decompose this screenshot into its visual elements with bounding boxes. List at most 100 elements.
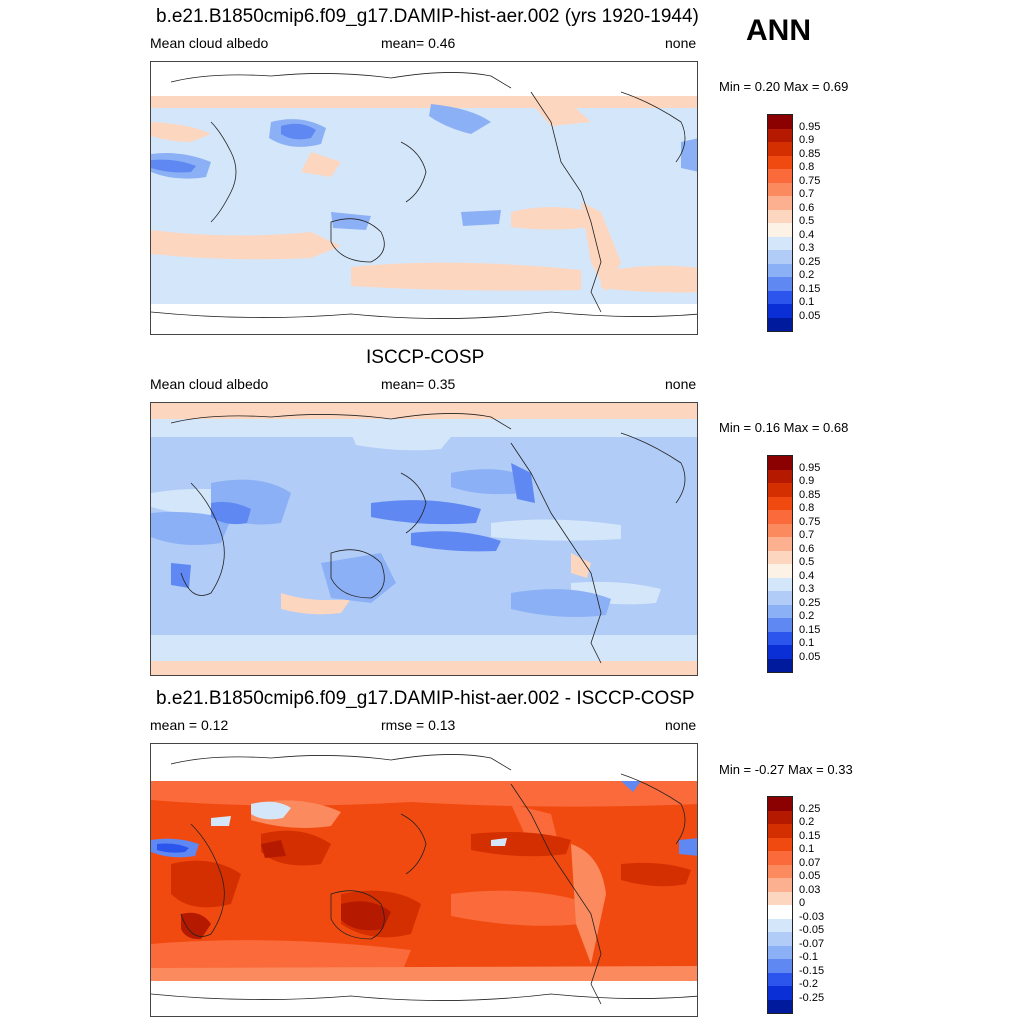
- colorbar-swatch: [768, 905, 792, 919]
- panel2-right-label: none: [665, 376, 697, 392]
- colorbar-label: 0.9: [799, 475, 815, 487]
- colorbar-label: 0.1: [799, 296, 815, 308]
- colorbar-swatch: [768, 645, 792, 659]
- colorbar-swatch: [768, 469, 792, 483]
- colorbar-swatch: [768, 577, 792, 591]
- colorbar-label: 0: [799, 897, 806, 909]
- colorbar-swatch: [768, 959, 792, 973]
- colorbar-swatch: [768, 510, 792, 524]
- panel1-mean-label: mean= 0.46: [381, 35, 456, 51]
- colorbar-label: 0.15: [799, 623, 821, 636]
- colorbar-label: 0.8: [799, 161, 815, 173]
- panel1-colorbar: [767, 114, 793, 332]
- panel1-left-label: Mean cloud albedo: [150, 35, 269, 51]
- colorbar-label: 0.3: [799, 242, 815, 254]
- colorbar-swatch: [768, 932, 792, 946]
- season-label: ANN: [746, 14, 811, 47]
- colorbar-swatch: [768, 223, 792, 237]
- panel1-right-label: none: [665, 35, 697, 51]
- colorbar-swatch: [768, 945, 792, 959]
- panel2-minmax: Min = 0.16 Max = 0.68: [719, 420, 849, 435]
- colorbar-label: -0.2: [799, 978, 818, 990]
- colorbar-swatch: [768, 864, 792, 878]
- colorbar-label: 0.4: [799, 569, 815, 582]
- colorbar-label: -0.05: [799, 924, 825, 936]
- panel1-map: [150, 61, 698, 335]
- colorbar-label: 0.5: [799, 556, 815, 568]
- panel2-mean-label: mean= 0.35: [381, 376, 456, 392]
- colorbar-swatch: [768, 317, 792, 331]
- colorbar-label: 0.25: [799, 802, 821, 815]
- panel3-right-label: none: [665, 717, 697, 733]
- panel3-rmse-label: rmse = 0.13: [381, 717, 456, 733]
- colorbar-swatch: [768, 837, 792, 851]
- colorbar-label: 0.85: [799, 488, 821, 501]
- colorbar-swatch: [768, 878, 792, 892]
- colorbar-label: 0.15: [799, 829, 821, 842]
- panel1-minmax: Min = 0.20 Max = 0.69: [719, 79, 849, 94]
- colorbar-label: 0.95: [799, 461, 821, 474]
- colorbar-swatch: [768, 550, 792, 564]
- colorbar-swatch: [768, 196, 792, 210]
- colorbar-label: 0.4: [799, 228, 815, 241]
- colorbar-swatch: [768, 918, 792, 932]
- colorbar-swatch: [768, 824, 792, 838]
- colorbar-swatch: [768, 250, 792, 264]
- colorbar-label: 0.75: [799, 515, 821, 528]
- colorbar-swatch: [768, 999, 792, 1013]
- colorbar-label: 0.05: [799, 650, 821, 663]
- colorbar-label: 0.2: [799, 816, 815, 828]
- colorbar-label: 0.05: [799, 309, 821, 322]
- colorbar-label: -0.15: [799, 964, 825, 977]
- colorbar-swatch: [768, 591, 792, 605]
- colorbar-label: 0.05: [799, 870, 821, 882]
- colorbar-swatch: [768, 797, 792, 811]
- colorbar-label: 0.7: [799, 188, 815, 200]
- colorbar-swatch: [768, 182, 792, 196]
- colorbar-swatch: [768, 456, 792, 470]
- colorbar-swatch: [768, 810, 792, 824]
- colorbar-swatch: [768, 972, 792, 986]
- colorbar-label: 0.8: [799, 502, 815, 514]
- colorbar-label: -0.07: [799, 937, 825, 950]
- panel2-left-label: Mean cloud albedo: [150, 376, 269, 392]
- colorbar-swatch: [768, 658, 792, 672]
- colorbar-swatch: [768, 304, 792, 318]
- colorbar-label: 0.7: [799, 529, 815, 541]
- colorbar-swatch: [768, 564, 792, 578]
- colorbar-swatch: [768, 496, 792, 510]
- colorbar-swatch: [768, 537, 792, 551]
- colorbar-label: 0.5: [799, 215, 815, 227]
- colorbar-swatch: [768, 209, 792, 223]
- panel3-minmax: Min = -0.27 Max = 0.33: [719, 762, 853, 777]
- colorbar-swatch: [768, 277, 792, 291]
- colorbar-swatch: [768, 851, 792, 865]
- colorbar-swatch: [768, 155, 792, 169]
- panel3-colorbar: [767, 796, 793, 1014]
- colorbar-swatch: [768, 290, 792, 304]
- colorbar-label: -0.03: [799, 910, 825, 923]
- colorbar-label: 0.75: [799, 174, 821, 187]
- colorbar-swatch: [768, 631, 792, 645]
- colorbar-swatch: [768, 169, 792, 183]
- colorbar-swatch: [768, 236, 792, 250]
- colorbar-label: 0.6: [799, 542, 815, 555]
- panel2-map: [150, 402, 698, 676]
- colorbar-label: 0.1: [799, 637, 815, 649]
- colorbar-label: 0.1: [799, 843, 815, 855]
- colorbar-label: 0.85: [799, 147, 821, 160]
- panel1-title: b.e21.B1850cmip6.f09_g17.DAMIP-hist-aer.…: [156, 6, 699, 27]
- panel3-map: [150, 743, 698, 1017]
- colorbar-label: 0.2: [799, 610, 815, 622]
- colorbar-swatch: [768, 128, 792, 142]
- colorbar-label: -0.25: [799, 991, 825, 1004]
- colorbar-label: 0.95: [799, 120, 821, 133]
- colorbar-swatch: [768, 891, 792, 905]
- colorbar-swatch: [768, 986, 792, 1000]
- panel3-mean-label: mean = 0.12: [150, 717, 229, 733]
- colorbar-label: 0.03: [799, 883, 821, 896]
- colorbar-label: 0.2: [799, 269, 815, 281]
- colorbar-swatch: [768, 483, 792, 497]
- colorbar-swatch: [768, 263, 792, 277]
- colorbar-swatch: [768, 142, 792, 156]
